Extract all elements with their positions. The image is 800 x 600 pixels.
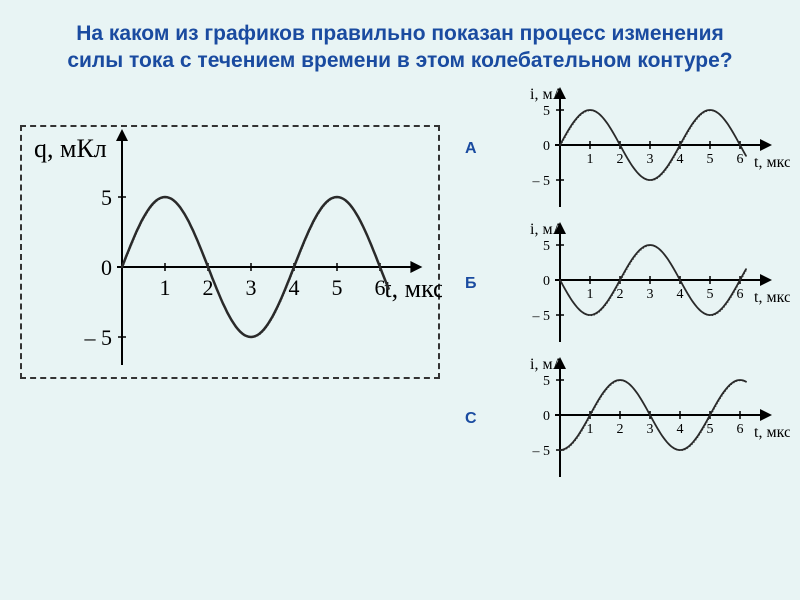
svg-text:– 5: – 5 — [84, 325, 113, 350]
svg-text:4: 4 — [677, 152, 684, 167]
svg-text:0: 0 — [101, 255, 112, 280]
svg-text:5: 5 — [707, 287, 714, 302]
main-chart-svg: 50– 5123456q, мКлt, мкс — [22, 127, 442, 373]
option-c-svg: 5 0 – 5 1 2 3 4 5 6 i, мА t, мкс — [490, 355, 790, 485]
option-c-container: С 5 0 – 5 1 2 3 4 5 6 i, мА t, мкс — [450, 355, 790, 485]
option-c-label: С — [465, 410, 477, 428]
question-title: На каком из графиков правильно показан п… — [0, 0, 800, 85]
svg-text:t, мкс: t, мкс — [754, 424, 790, 441]
option-a-container: А 5 0 – 5 1 2 3 4 5 6 i, мА t, мкс — [450, 85, 790, 215]
svg-text:6: 6 — [737, 152, 744, 167]
svg-text:i, мА: i, мА — [530, 356, 565, 373]
svg-text:t, мкс: t, мкс — [754, 289, 790, 306]
option-a-label: А — [465, 140, 477, 158]
svg-text:4: 4 — [677, 287, 684, 302]
svg-text:1: 1 — [587, 287, 594, 302]
svg-text:5: 5 — [332, 275, 343, 300]
svg-text:5: 5 — [707, 152, 714, 167]
svg-text:i, мА: i, мА — [530, 86, 565, 103]
svg-text:4: 4 — [677, 422, 684, 437]
svg-text:0: 0 — [543, 409, 550, 424]
svg-text:5: 5 — [707, 422, 714, 437]
svg-text:1: 1 — [587, 152, 594, 167]
svg-text:5: 5 — [543, 104, 550, 119]
content-area: 5 0 – 5 1 2 3 4 5 6 q, мКл t, мкс А 5 0 – 5 1 2 3 4 5 6 i, … — [0, 85, 800, 490]
svg-text:5: 5 — [543, 239, 550, 254]
svg-text:3: 3 — [647, 422, 654, 437]
svg-text:3: 3 — [647, 287, 654, 302]
svg-text:1: 1 — [587, 422, 594, 437]
main-chart-container: 50– 5123456q, мКлt, мкс — [20, 125, 440, 379]
svg-text:5: 5 — [543, 374, 550, 389]
left-panel: 50– 5123456q, мКлt, мкс — [10, 85, 450, 490]
svg-text:5: 5 — [101, 185, 112, 210]
svg-text:2: 2 — [617, 422, 624, 437]
option-a-svg: 5 0 – 5 1 2 3 4 5 6 i, мА t, мкс — [490, 85, 790, 215]
svg-text:t, мкс: t, мкс — [384, 274, 442, 303]
svg-text:3: 3 — [246, 275, 257, 300]
svg-text:2: 2 — [617, 152, 624, 167]
option-b-container: Б 5 0 – 5 1 2 3 4 5 6 i, мА t, мкс — [450, 220, 790, 350]
right-panel: А 5 0 – 5 1 2 3 4 5 6 i, мА t, мкс Б 5 0 – 5 1 2 3 4 5 6 i,… — [450, 85, 790, 490]
svg-text:q, мКл: q, мКл — [34, 134, 107, 163]
svg-text:– 5: – 5 — [532, 174, 551, 189]
svg-text:3: 3 — [647, 152, 654, 167]
svg-text:t, мкс: t, мкс — [754, 154, 790, 171]
svg-text:0: 0 — [543, 274, 550, 289]
svg-text:0: 0 — [543, 139, 550, 154]
svg-text:6: 6 — [737, 422, 744, 437]
option-b-label: Б — [465, 275, 477, 293]
option-b-svg: 5 0 – 5 1 2 3 4 5 6 i, мА t, мкс — [490, 220, 790, 350]
svg-text:i, мА: i, мА — [530, 221, 565, 238]
svg-text:2: 2 — [617, 287, 624, 302]
svg-text:– 5: – 5 — [532, 309, 551, 324]
svg-text:6: 6 — [737, 287, 744, 302]
svg-text:– 5: – 5 — [532, 444, 551, 459]
svg-text:1: 1 — [160, 275, 171, 300]
